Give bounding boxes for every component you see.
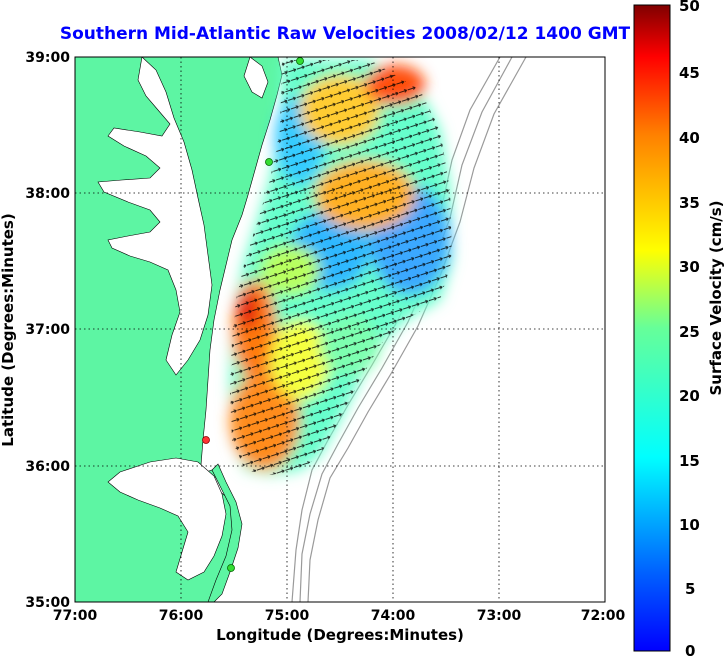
colorbar-gradient	[633, 4, 671, 652]
y-tick-label: 36:00	[25, 459, 70, 475]
outer-banks	[207, 463, 243, 602]
colorbar-tick-label: 45	[679, 64, 700, 82]
colorbar-tick-label: 40	[679, 129, 700, 147]
x-tick-label: 73:00	[477, 608, 522, 624]
colorbar-label: Surface Velocity (cm/s)	[707, 200, 724, 395]
colorbar-tick-label: 35	[679, 194, 700, 212]
x-tick-label: 76:00	[159, 608, 204, 624]
delaware-bay	[243, 57, 269, 99]
colorbar-tick-label: 5	[685, 580, 695, 598]
y-tick-label: 39:00	[25, 50, 70, 66]
colorbar-tick-label: 25	[679, 323, 700, 341]
x-axis-label: Longitude (Degrees:Minutes)	[216, 626, 464, 644]
map-plot-area	[75, 57, 605, 602]
colorbar-tick-label: 15	[679, 452, 700, 470]
colorbar-tick-label: 30	[679, 258, 700, 276]
station-north	[296, 57, 304, 65]
map-grid	[75, 57, 605, 602]
chart-title: Southern Mid-Atlantic Raw Velocities 200…	[60, 24, 631, 44]
y-tick-label: 38:00	[25, 186, 70, 202]
colorbar-tick-label: 20	[679, 387, 700, 405]
colorbar: 50 45 40 35 30 25 20 15 10 5 0 Surface V…	[633, 0, 724, 659]
station-delmarva	[265, 158, 273, 166]
x-tick-label: 77:00	[53, 608, 98, 624]
x-axis: 77:00 76:00 75:00 74:00 73:00 72:00 Long…	[53, 608, 626, 644]
station-capehatteras-north	[202, 436, 210, 444]
y-axis-label: Latitude (Degrees:Minutes)	[0, 213, 17, 446]
colorbar-tick-label: 10	[679, 516, 700, 534]
y-tick-label: 37:00	[25, 322, 70, 338]
chesapeake-bay	[97, 57, 213, 376]
x-tick-label: 74:00	[371, 608, 416, 624]
colorbar-tick-label: 50	[679, 0, 700, 15]
surface-velocity-field	[230, 60, 452, 475]
plot-frame	[74, 56, 606, 603]
x-tick-label: 75:00	[265, 608, 310, 624]
station-south	[227, 564, 235, 572]
y-tick-label: 35:00	[25, 595, 70, 611]
x-tick-label: 72:00	[581, 608, 626, 624]
colorbar-tick-label: 0	[685, 642, 695, 659]
pamlico-sound	[107, 457, 227, 581]
y-axis: 39:00 38:00 37:00 36:00 35:00 Latitude (…	[0, 50, 70, 611]
